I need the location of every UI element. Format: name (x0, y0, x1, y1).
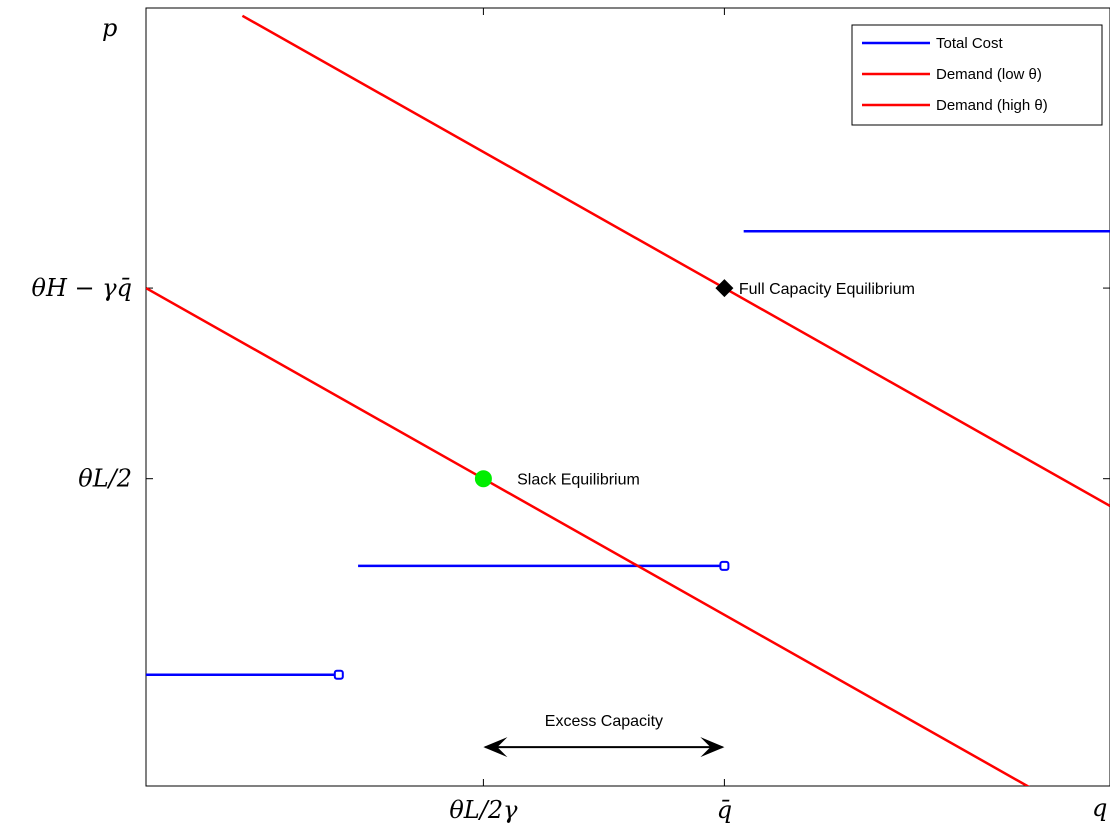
slack-equilibrium-marker (474, 470, 492, 488)
marker-layer (474, 279, 734, 488)
x-axis-label: q (1092, 794, 1107, 822)
total-cost-open-endpoint (333, 669, 344, 680)
tick-labels: θL/2γ q̄ θH − γq̄ θL/2 p q (32, 14, 1108, 824)
legend-label: Total Cost (936, 35, 1004, 52)
annotation-layer: Slack Equilibrium Full Capacity Equilibri… (483, 281, 915, 758)
excess-capacity-label: Excess Capacity (545, 713, 663, 730)
legend: Total Cost Demand (low θ) Demand (high θ) (851, 24, 1103, 126)
full-capacity-equilibrium-label: Full Capacity Equilibrium (739, 281, 915, 298)
y-tick-label: θH − γq̄ (32, 274, 132, 302)
legend-label: Demand (low θ) (936, 66, 1042, 83)
y-axis-label: p (102, 14, 117, 42)
axis-ticks (146, 8, 1110, 786)
plot-area (145, 7, 1110, 787)
x-tick-label: θL/2γ (449, 796, 518, 824)
legend-label: Demand (high θ) (936, 97, 1048, 114)
y-tick-label: θL/2 (78, 465, 132, 493)
total-cost-open-endpoint (719, 560, 730, 571)
slack-equilibrium-label: Slack Equilibrium (517, 472, 640, 489)
full-capacity-equilibrium-marker (715, 279, 734, 298)
x-tick-label: q̄ (717, 796, 732, 824)
